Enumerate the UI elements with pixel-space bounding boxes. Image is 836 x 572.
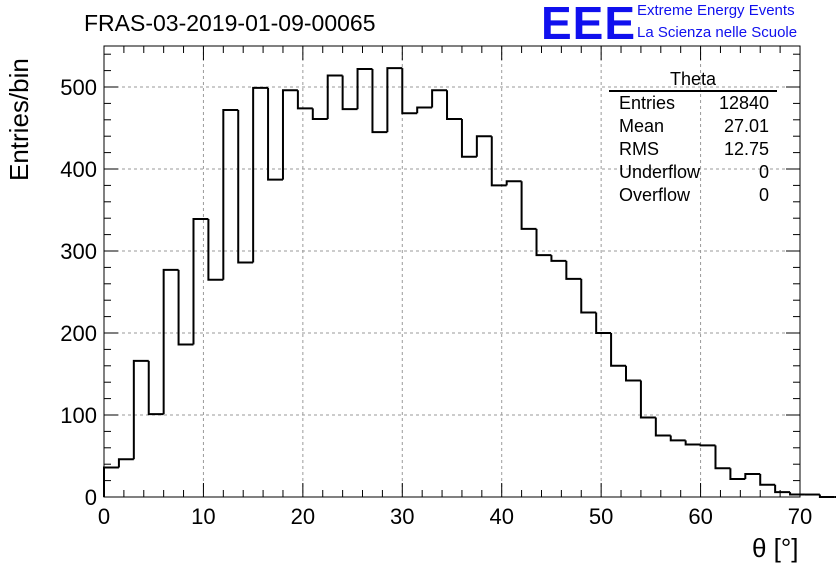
stats-label: Mean — [619, 116, 665, 136]
x-tick-label: 10 — [191, 504, 215, 529]
stats-label: RMS — [619, 139, 659, 159]
histogram-bin — [103, 466, 119, 497]
stats-label: Overflow — [619, 185, 691, 205]
histogram-bin — [341, 75, 358, 111]
stats-value: 12840 — [718, 93, 769, 113]
histogram-bin — [759, 474, 776, 486]
x-tick-label: 20 — [291, 504, 315, 529]
histogram-bin — [774, 484, 791, 494]
tick-labels: 0 10 20 30 40 50 60 70 0 100 200 300 400 500 — [60, 75, 812, 529]
histogram-bin — [147, 360, 164, 416]
histogram-bin — [326, 74, 343, 119]
stats-value: 12.75 — [723, 139, 769, 159]
histogram-bin — [520, 181, 537, 230]
histogram-bin — [639, 380, 656, 419]
x-tick-label: 40 — [489, 504, 513, 529]
histogram-bin — [654, 417, 671, 437]
histogram-bin — [699, 444, 716, 447]
stats-label: Entries — [619, 93, 676, 113]
histogram-bin — [386, 67, 403, 133]
histogram-bin — [475, 135, 492, 157]
histogram-bin — [192, 218, 209, 345]
histogram-bin — [117, 458, 134, 468]
stats-value: 0 — [758, 162, 769, 182]
y-tick-label: 200 — [60, 321, 97, 346]
histogram-bin — [267, 87, 283, 181]
histogram-bin — [565, 260, 582, 280]
y-tick-label: 100 — [60, 403, 97, 428]
histogram-bin — [446, 90, 462, 120]
histogram-bin — [505, 180, 522, 186]
histogram-bins — [103, 67, 836, 498]
histogram-bin — [714, 445, 731, 470]
histogram-bin — [625, 365, 641, 382]
stats-row-rms: RMS 12.75 — [609, 138, 777, 161]
logo-subtitle-1: Extreme Energy Events — [637, 2, 795, 19]
histogram-bin — [311, 108, 328, 120]
histogram-bin — [371, 68, 388, 134]
stats-row-overflow: Overflow 0 — [609, 184, 777, 207]
eee-logo: EEE — [541, 0, 637, 49]
x-axis-label: θ [°] — [752, 533, 799, 563]
y-tick-label: 300 — [60, 239, 97, 264]
stats-row-mean: Mean 27.01 — [609, 115, 777, 138]
stats-row-underflow: Underflow 0 — [609, 161, 777, 184]
histogram-bin — [356, 67, 373, 110]
histogram-bin — [818, 494, 835, 498]
histogram-bin — [729, 468, 746, 480]
histogram-bin — [162, 268, 179, 415]
histogram-bin — [416, 106, 433, 114]
histogram-bin — [789, 492, 805, 496]
histogram-bin — [610, 333, 626, 367]
histogram-bin — [460, 118, 477, 158]
histogram-bin — [401, 68, 418, 115]
axes — [103, 45, 801, 498]
stats-label: Underflow — [619, 162, 701, 182]
stats-value: 27.01 — [723, 116, 769, 136]
histogram-bin — [535, 228, 552, 257]
histogram-bin — [132, 359, 149, 460]
histogram-bin — [207, 219, 224, 281]
x-tick-label: 50 — [589, 504, 613, 529]
histogram-bin — [684, 440, 701, 446]
x-tick-label: 0 — [98, 504, 110, 529]
grid-lines — [104, 46, 800, 497]
chart-title: FRAS-03-2019-01-09-00065 — [84, 10, 376, 36]
y-tick-label: 500 — [60, 75, 97, 100]
y-tick-label: 400 — [60, 157, 97, 182]
histogram-bin — [580, 278, 597, 314]
histogram-bin — [595, 312, 612, 334]
plot-frame — [103, 45, 801, 498]
y-tick-label: 0 — [85, 485, 97, 510]
x-tick-label: 70 — [788, 504, 812, 529]
y-axis-label: Entries/bin — [4, 58, 34, 181]
histogram-bin — [550, 255, 567, 262]
stats-value: 0 — [758, 185, 769, 205]
stats-name: Theta — [609, 70, 777, 92]
logo-subtitle-2: La Scienza nelle Scuole — [637, 24, 798, 41]
x-tick-label: 60 — [688, 504, 712, 529]
histogram-bin — [252, 86, 269, 263]
histogram-bin — [296, 90, 313, 110]
histogram-bin — [431, 89, 448, 108]
stats-row-entries: Entries 12840 — [609, 92, 777, 115]
histogram-bin — [237, 109, 254, 264]
histogram-bin — [222, 108, 239, 280]
histogram-bin — [281, 89, 298, 180]
histogram-bin — [669, 435, 686, 442]
histogram-bin — [744, 473, 761, 479]
histogram-bin — [490, 136, 507, 187]
stats-box: Theta Entries 12840 Mean 27.01 RMS 12.75… — [609, 70, 777, 207]
histogram-bin — [177, 269, 194, 346]
x-tick-label: 30 — [390, 504, 414, 529]
